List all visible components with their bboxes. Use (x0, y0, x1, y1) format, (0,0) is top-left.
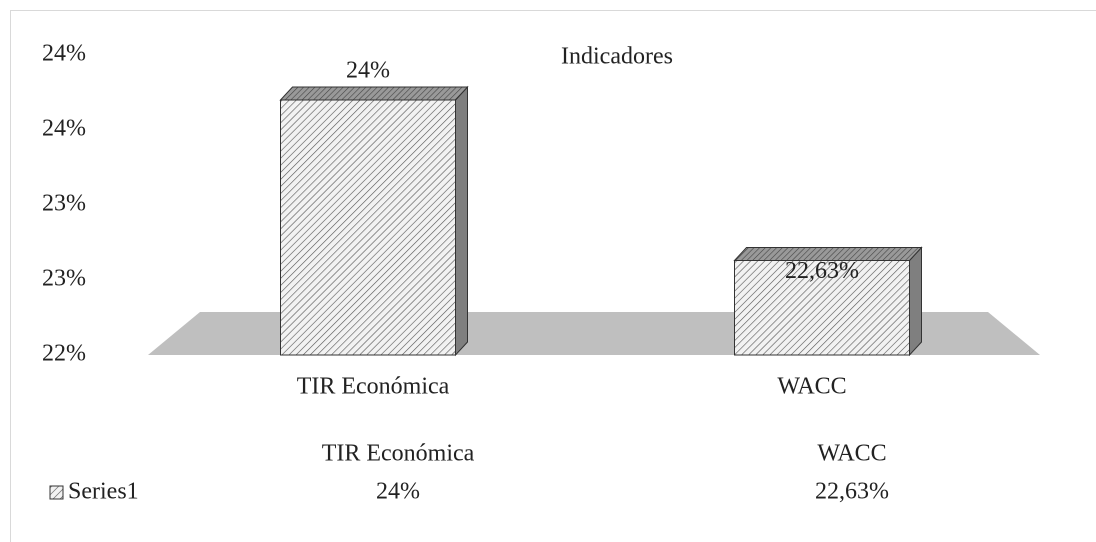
bar (280, 99, 456, 356)
chart-title: Indicadores (561, 44, 673, 70)
chart-frame (10, 10, 1096, 542)
data-table-header: TIR Económica (322, 441, 475, 467)
x-tick-label: TIR Económica (297, 374, 450, 400)
bar-side (909, 246, 922, 357)
data-label: 22,63% (785, 258, 859, 284)
legend-key (49, 485, 64, 500)
y-tick-label: 22% (42, 341, 86, 367)
y-tick-label: 23% (42, 266, 86, 292)
y-tick-label: 24% (42, 116, 86, 142)
legend-label: Series1 (68, 479, 139, 505)
data-table-value: 24% (376, 479, 420, 505)
data-table-header: WACC (817, 441, 886, 467)
bar-side (455, 85, 468, 357)
bar (734, 260, 910, 356)
x-tick-label: WACC (777, 374, 846, 400)
data-label: 24% (346, 58, 390, 84)
y-tick-label: 23% (42, 191, 86, 217)
bar-top (279, 86, 469, 101)
data-table-value: 22,63% (815, 479, 889, 505)
y-tick-label: 24% (42, 41, 86, 67)
